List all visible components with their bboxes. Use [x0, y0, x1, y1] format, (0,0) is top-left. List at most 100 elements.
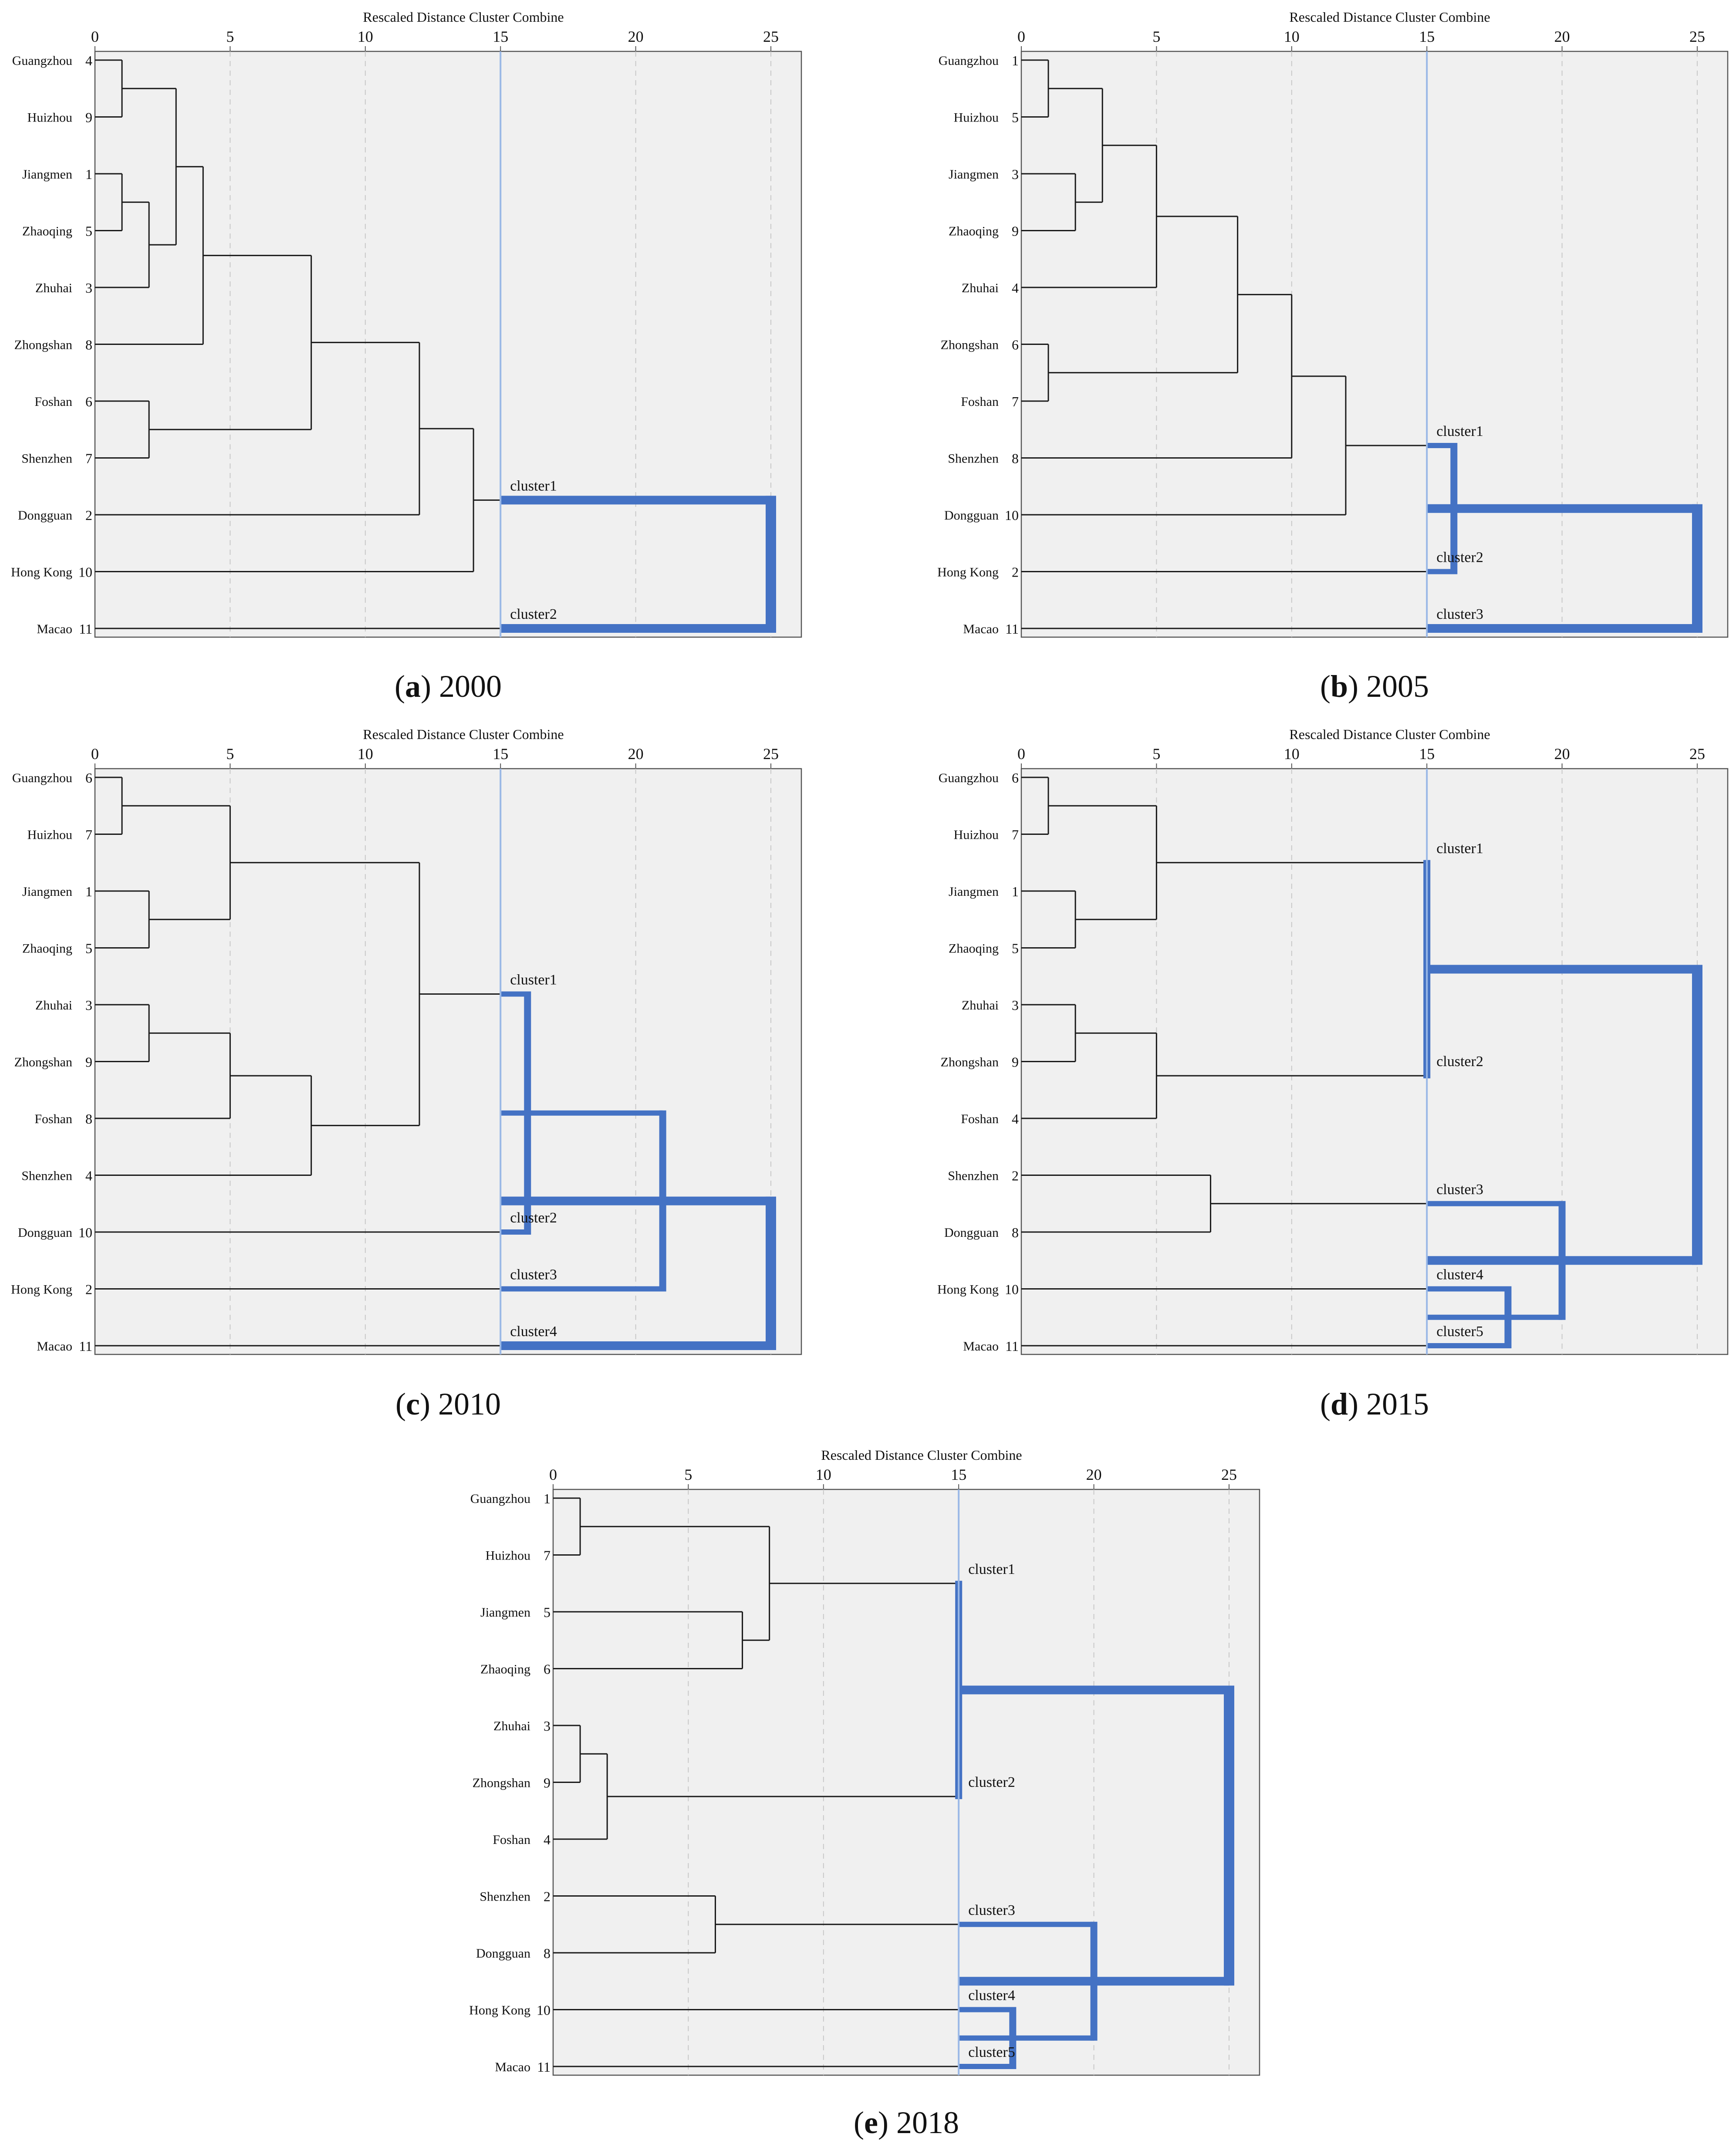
leaf-label: Guangzhou: [939, 54, 999, 68]
leaf-label: Shenzhen: [21, 452, 72, 466]
leaf-label: Zhaoqing: [480, 1662, 530, 1677]
leaf-label: Foshan: [961, 395, 999, 409]
leaf-label: Hong Kong: [11, 1283, 72, 1297]
x-tick-label: 25: [1689, 745, 1705, 763]
leaf-label: Foshan: [961, 1112, 999, 1126]
leaf-id: 9: [544, 1775, 551, 1791]
leaf-id: 6: [1012, 770, 1019, 786]
leaf-id: 5: [85, 941, 92, 956]
panel-caption: (e) 2018: [854, 2105, 959, 2140]
leaf-label: Zhaoqing: [949, 224, 999, 239]
leaf-label: Foshan: [493, 1833, 530, 1847]
axis-title: Rescaled Distance Cluster Combine: [821, 1447, 1022, 1463]
cluster-label: cluster2: [968, 1774, 1015, 1790]
leaf-id: 8: [1012, 1225, 1019, 1240]
cluster-label: cluster4: [1436, 1267, 1483, 1283]
leaf-label: Huizhou: [954, 111, 999, 125]
plot-area: [1020, 51, 1729, 638]
leaf-label: Zhaoqing: [22, 942, 72, 956]
leaf-id: 1: [1012, 884, 1019, 899]
axis-title: Rescaled Distance Cluster Combine: [1289, 726, 1490, 742]
leaf-id: 6: [85, 394, 92, 409]
leaf-label: Zhongshan: [941, 338, 999, 352]
leaf-id: 6: [85, 770, 92, 786]
x-tick-label: 25: [1689, 28, 1705, 45]
leaf-label: Dongguan: [18, 508, 72, 523]
x-tick-label: 20: [628, 28, 644, 45]
x-tick-label: 20: [628, 745, 644, 763]
leaf-id: 10: [1005, 1282, 1019, 1297]
leaf-label: Guangzhou: [12, 771, 72, 785]
leaf-id: 9: [85, 1054, 92, 1070]
x-tick-label: 0: [1017, 745, 1025, 763]
x-tick-label: 5: [226, 28, 234, 45]
x-tick-label: 25: [1221, 1466, 1237, 1483]
cluster-label: cluster3: [968, 1902, 1015, 1918]
panel-caption: (a) 2000: [395, 669, 502, 704]
x-tick-label: 0: [1017, 28, 1025, 45]
leaf-id: 1: [85, 884, 92, 899]
plot-area: [94, 768, 802, 1355]
leaf-id: 11: [1005, 621, 1019, 637]
leaf-label: Shenzhen: [948, 452, 999, 466]
leaf-label: Hong Kong: [469, 2003, 530, 2018]
x-tick-label: 20: [1086, 1466, 1102, 1483]
leaf-label: Zhaoqing: [22, 224, 72, 239]
leaf-id: 1: [544, 1491, 551, 1506]
leaf-label: Jiangmen: [949, 167, 999, 182]
axis-title: Rescaled Distance Cluster Combine: [1289, 9, 1490, 25]
x-tick-label: 5: [684, 1466, 692, 1483]
x-tick-label: 5: [1152, 745, 1160, 763]
cluster-label: cluster2: [510, 1210, 557, 1226]
leaf-label: Shenzhen: [21, 1169, 72, 1183]
x-tick-label: 15: [951, 1466, 966, 1483]
leaf-label: Zhongshan: [14, 1055, 72, 1070]
leaf-id: 10: [78, 1225, 92, 1240]
leaf-id: 6: [1012, 337, 1019, 353]
leaf-id: 3: [85, 997, 92, 1013]
leaf-id: 4: [1012, 280, 1019, 296]
leaf-id: 2: [85, 507, 92, 523]
leaf-label: Zhuhai: [35, 281, 72, 295]
leaf-id: 8: [544, 1945, 551, 1961]
leaf-label: Zhongshan: [941, 1055, 999, 1070]
leaf-id: 2: [1012, 1168, 1019, 1184]
leaf-label: Macao: [963, 1339, 999, 1354]
leaf-label: Macao: [495, 2060, 530, 2074]
axis-title: Rescaled Distance Cluster Combine: [363, 9, 564, 25]
leaf-id: 5: [1012, 941, 1019, 956]
leaf-id: 11: [537, 2059, 551, 2075]
x-tick-label: 0: [549, 1466, 557, 1483]
leaf-label: Guangzhou: [12, 54, 72, 68]
cluster-label: cluster1: [510, 478, 557, 494]
x-tick-label: 10: [1284, 745, 1300, 763]
cluster-label: cluster1: [1436, 841, 1483, 857]
leaf-id: 6: [544, 1661, 551, 1677]
leaf-id: 4: [544, 1832, 551, 1847]
leaf-id: 3: [1012, 166, 1019, 182]
panel-caption: (c) 2010: [395, 1387, 501, 1421]
leaf-id: 5: [85, 223, 92, 239]
leaf-id: 8: [85, 1111, 92, 1127]
leaf-id: 7: [85, 827, 92, 843]
leaf-id: 3: [85, 280, 92, 296]
x-tick-label: 20: [1554, 745, 1570, 763]
leaf-id: 7: [1012, 394, 1019, 409]
leaf-id: 9: [1012, 1054, 1019, 1070]
cluster-label: cluster5: [968, 2044, 1015, 2060]
cluster-label: cluster3: [1436, 606, 1483, 622]
leaf-label: Hong Kong: [11, 565, 72, 580]
cluster-label: cluster5: [1436, 1323, 1483, 1340]
x-tick-label: 0: [91, 745, 99, 763]
leaf-id: 8: [1012, 451, 1019, 466]
cluster-label: cluster1: [1436, 423, 1483, 439]
axis-title: Rescaled Distance Cluster Combine: [363, 726, 564, 742]
leaf-label: Huizhou: [27, 111, 72, 125]
leaf-id: 9: [85, 110, 92, 125]
leaf-label: Hong Kong: [937, 1283, 999, 1297]
leaf-id: 7: [85, 451, 92, 466]
leaf-id: 3: [1012, 997, 1019, 1013]
x-tick-label: 15: [493, 28, 508, 45]
